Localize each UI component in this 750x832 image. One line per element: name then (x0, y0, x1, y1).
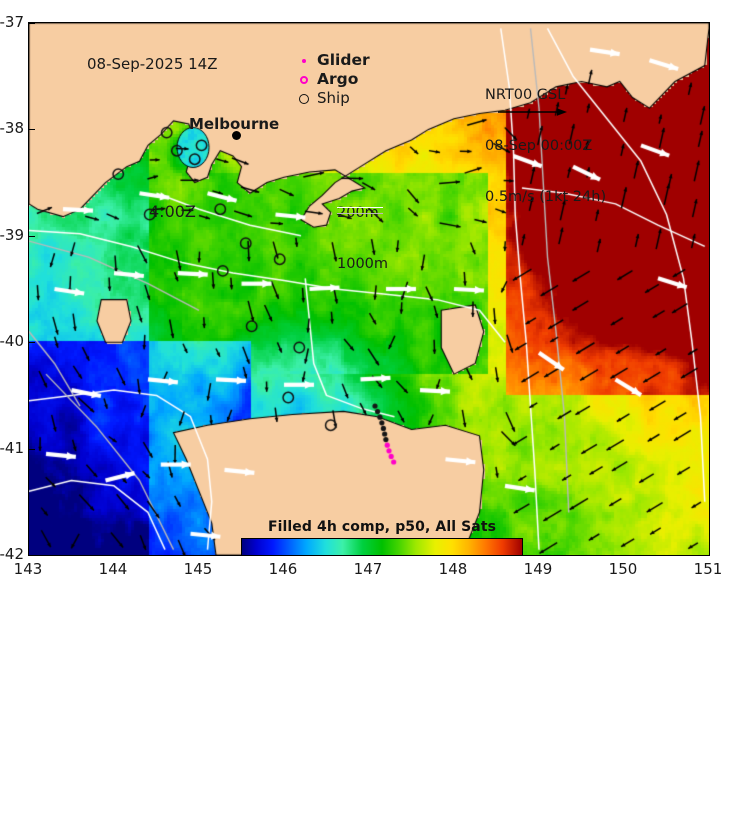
x-axis-tick-label: 147 (353, 560, 383, 578)
x-axis-tick-label: 144 (98, 560, 128, 578)
argo-marker-icon (291, 75, 317, 84)
marker-legend: Glider Argo Ship (291, 51, 370, 108)
y-axis-tick-label: -41 (0, 438, 24, 457)
current-info-block: NRT00 GSL 08-Sep 00:00Z 0.5m/s (1kt 24h) (485, 53, 606, 240)
y-axis-tick-label: -42 (0, 545, 24, 563)
current-time-label: 08-Sep 00:00Z (485, 138, 593, 154)
x-axis-tick-label: 150 (608, 560, 638, 578)
legend-label-ship: Ship (317, 89, 350, 107)
y-axis-tick-label: -37 (0, 13, 24, 31)
glider-marker-icon (291, 58, 317, 63)
current-scale-label: 0.5m/s (1kt 24h) (485, 189, 607, 205)
y-axis-tick-label: -39 (0, 225, 24, 244)
figure-root: 08-Sep-2025 14Z NRT00 GSL 08-Sep 00:00Z … (0, 13, 750, 832)
y-axis-tick (29, 448, 35, 450)
x-axis-tick-label: 143 (13, 560, 43, 578)
colorbar-title: Filled 4h comp, p50, All Sats (267, 519, 497, 535)
x-axis-tick-label: 151 (693, 560, 723, 578)
colorbar-gradient (241, 538, 523, 555)
y-axis-tick (29, 129, 35, 131)
city-marker-melbourne (232, 131, 241, 140)
x-axis-tick-label: 148 (438, 560, 468, 578)
colorbar: Filled 4h comp, p50, All Sats 1011121314… (241, 519, 523, 555)
legend-item-glider: Glider (291, 51, 370, 70)
legend-item-argo: Argo (291, 70, 370, 89)
legend-item-ship: Ship (291, 89, 370, 108)
x-axis-tick-label: 149 (523, 560, 553, 578)
city-label-melbourne: Melbourne (189, 115, 280, 133)
x-axis-tick-label: 146 (268, 560, 298, 578)
y-axis-tick (29, 235, 35, 237)
legend-label-argo: Argo (317, 70, 359, 88)
map-plot-area[interactable]: 08-Sep-2025 14Z NRT00 GSL 08-Sep 00:00Z … (28, 22, 710, 556)
y-axis-tick-label: -40 (0, 332, 24, 351)
depth-1000m-label: 1000m (337, 256, 389, 272)
legend-label-glider: Glider (317, 51, 370, 69)
date-stamp-label: 08-Sep-2025 14Z (87, 55, 218, 73)
y-axis-tick (29, 23, 35, 24)
current-reference-arrow-icon (498, 108, 567, 116)
y-axis-tick (29, 342, 35, 344)
depth-200m-line-sample (337, 207, 383, 208)
depth-1000m-line-sample (337, 213, 383, 214)
ship-marker-icon (291, 93, 317, 104)
x-axis-tick-label: 145 (183, 560, 213, 578)
current-vectors-overlay (29, 23, 709, 555)
current-product-label: NRT00 GSL (485, 87, 566, 103)
y-axis-tick-label: -38 (0, 119, 24, 138)
secondary-time-label: 4:00Z (149, 202, 196, 221)
depth-contour-legend: 200m 1000m (337, 171, 388, 307)
y-axis-tick (29, 555, 35, 556)
